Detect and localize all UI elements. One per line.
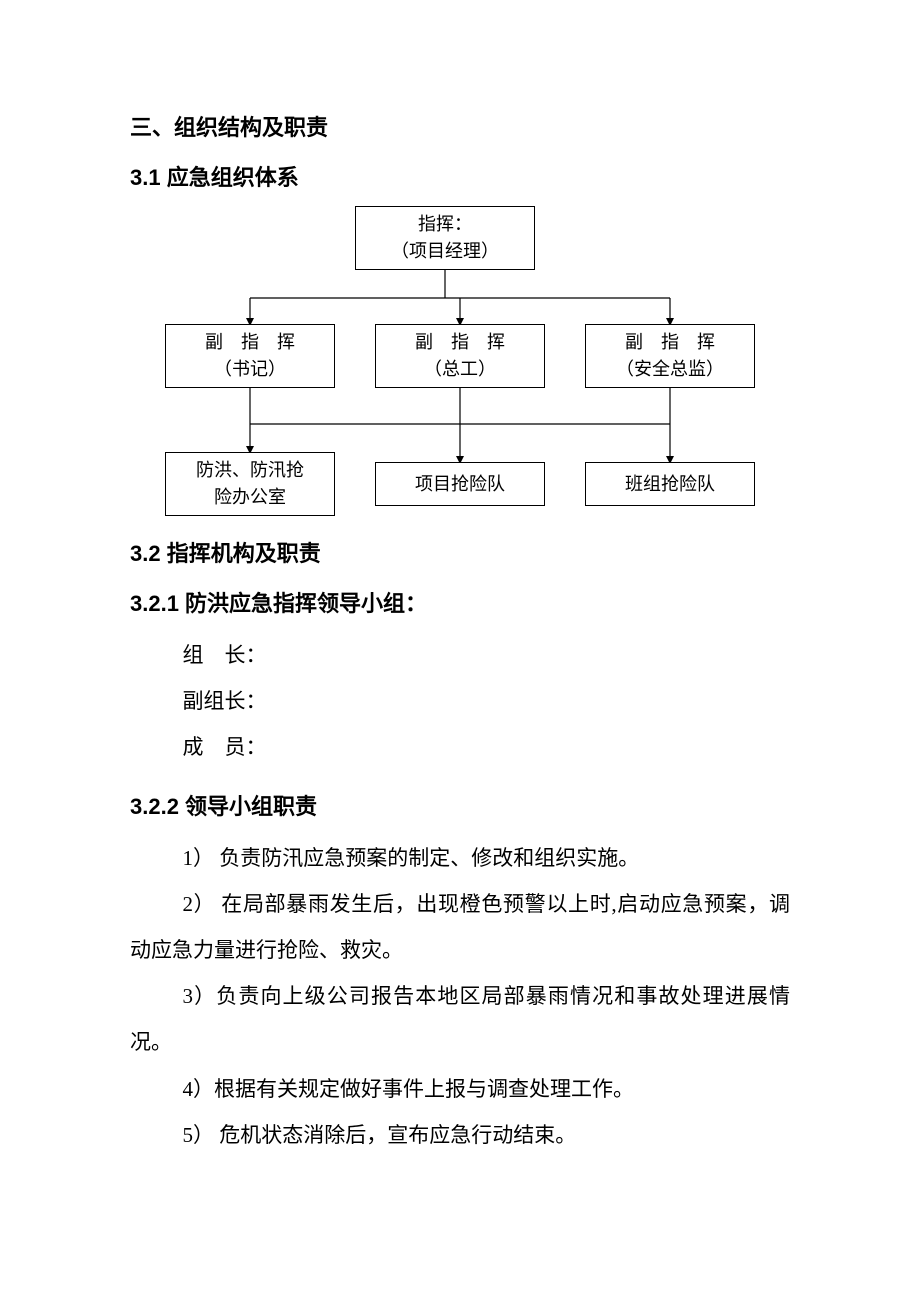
org-node-line: 班组抢险队 <box>625 471 715 498</box>
org-node-line: （书记） <box>214 356 286 383</box>
org-node-deputy-left: 副 指 挥 （书记） <box>165 324 335 388</box>
org-node-line: 防洪、防汛抢 <box>196 457 304 484</box>
heading-3-2-1: 3.2.1 防洪应急指挥领导小组： <box>130 586 790 618</box>
org-node-bottom-center: 项目抢险队 <box>375 462 545 506</box>
org-node-line: 副 指 挥 <box>415 329 505 356</box>
org-node-line: （安全总监） <box>616 356 724 383</box>
duty-item-1: 1） 负责防汛应急预案的制定、修改和组织实施。 <box>130 835 790 881</box>
duty-item-5: 5） 危机状态消除后，宣布应急行动结束。 <box>130 1112 790 1158</box>
org-node-bottom-left: 防洪、防汛抢 险办公室 <box>165 452 335 516</box>
group-leader-line: 组 长： <box>130 632 790 678</box>
org-node-line: 指挥： <box>418 211 472 238</box>
org-node-commander: 指挥： （项目经理） <box>355 206 535 270</box>
org-node-line: 项目抢险队 <box>415 471 505 498</box>
org-node-line: 险办公室 <box>214 484 286 511</box>
org-node-line: 副 指 挥 <box>205 329 295 356</box>
org-node-line: （总工） <box>424 356 496 383</box>
org-node-line: 副 指 挥 <box>625 329 715 356</box>
org-node-deputy-right: 副 指 挥 （安全总监） <box>585 324 755 388</box>
duty-item-3: 3）负责向上级公司报告本地区局部暴雨情况和事故处理进展情况。 <box>130 973 790 1065</box>
org-node-deputy-center: 副 指 挥 （总工） <box>375 324 545 388</box>
duty-item-4: 4）根据有关规定做好事件上报与调查处理工作。 <box>130 1066 790 1112</box>
heading-section-3: 三、组织结构及职责 <box>130 110 790 142</box>
org-node-line: （项目经理） <box>391 238 499 265</box>
org-node-bottom-right: 班组抢险队 <box>585 462 755 506</box>
heading-3-2-2: 3.2.2 领导小组职责 <box>130 789 790 821</box>
heading-3-2: 3.2 指挥机构及职责 <box>130 536 790 568</box>
org-chart: 指挥： （项目经理） 副 指 挥 （书记） 副 指 挥 （总工） 副 指 挥 （… <box>155 206 765 526</box>
duty-item-2: 2） 在局部暴雨发生后，出现橙色预警以上时,启动应急预案，调动应急力量进行抢险、… <box>130 881 790 973</box>
heading-3-1: 3.1 应急组织体系 <box>130 160 790 192</box>
group-member-line: 成 员： <box>130 724 790 770</box>
group-deputy-line: 副组长： <box>130 678 790 724</box>
